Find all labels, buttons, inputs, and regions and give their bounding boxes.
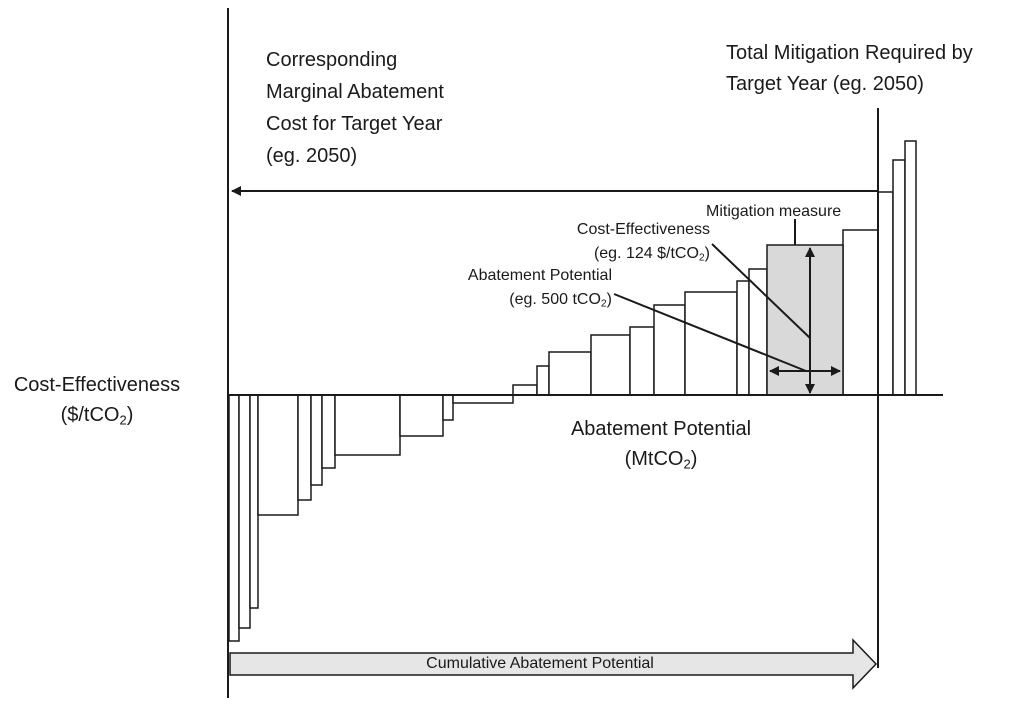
cost-effectiveness-example-label: Cost-Effectiveness (eg. 124 $/tCO2) [560, 218, 710, 266]
negative-cost-bar [238, 394, 251, 629]
negative-cost-bars [228, 394, 514, 642]
positive-cost-bars [512, 140, 917, 396]
total-mitigation-line: Target Year (eg. 2050) [726, 73, 924, 95]
corresponding-cost-line: Corresponding [266, 49, 398, 71]
cost-effectiveness-example: (eg. 124 $/tCO2) [593, 245, 710, 264]
total-mitigation-label: Total Mitigation Required by Target Year… [726, 38, 973, 100]
x-axis-unit: (MtCO2) [624, 448, 698, 472]
abatement-potential-example: (eg. 500 tCO2) [509, 291, 612, 310]
positive-cost-bar [877, 191, 894, 396]
x-axis-label: Abatement Potential (MtCO2) [550, 414, 772, 474]
corresponding-cost-line: Marginal Abatement [266, 81, 444, 103]
negative-cost-bar [442, 394, 454, 421]
cumulative-abatement-label: Cumulative Abatement Potential [426, 655, 654, 672]
negative-cost-bar [334, 394, 401, 456]
positive-cost-bar [842, 229, 879, 396]
abatement-potential-title: Abatement Potential [467, 267, 612, 284]
cost-effectiveness-leader [711, 243, 811, 339]
corresponding-cost-line: (eg. 2050) [266, 145, 358, 167]
negative-cost-bar [452, 394, 514, 404]
total-mitigation-line: Total Mitigation Required by [726, 42, 973, 64]
positive-cost-bar [684, 291, 738, 396]
corresponding-cost-line: Cost for Target Year [266, 113, 443, 135]
negative-cost-bar [321, 394, 336, 469]
positive-cost-bar [512, 384, 538, 396]
abatement-potential-example-label: Abatement Potential (eg. 500 tCO2) [462, 264, 612, 312]
y-axis-unit: ($/tCO2) [60, 404, 134, 428]
y-axis-label: Cost-Effectiveness ($/tCO2) [2, 370, 192, 430]
positive-cost-bar [736, 280, 750, 396]
negative-cost-bar [399, 394, 444, 437]
abatement-potential-leader [613, 293, 807, 372]
negative-cost-bar [228, 394, 240, 642]
positive-cost-bar [590, 334, 631, 396]
positive-cost-bar [904, 140, 917, 396]
highlighted-mitigation-measure-bar [766, 244, 844, 396]
positive-cost-bar [892, 159, 906, 396]
x-axis-title: Abatement Potential [570, 418, 752, 440]
cumulative-abatement-arrow [229, 638, 878, 690]
negative-cost-bar [310, 394, 323, 486]
mitigation-measure-label: Mitigation measure [706, 203, 842, 220]
negative-cost-bar [249, 394, 259, 609]
positive-cost-bar [653, 304, 686, 396]
negative-cost-bar [297, 394, 312, 501]
cost-effectiveness-title: Cost-Effectiveness [576, 221, 710, 238]
positive-cost-bar [629, 326, 655, 396]
corresponding-cost-label: Corresponding Marginal Abatement Cost fo… [266, 44, 444, 172]
negative-cost-bar [257, 394, 299, 516]
y-axis-title: Cost-Effectiveness [13, 374, 181, 396]
positive-cost-bar [548, 351, 592, 396]
positive-cost-bar [536, 365, 550, 396]
